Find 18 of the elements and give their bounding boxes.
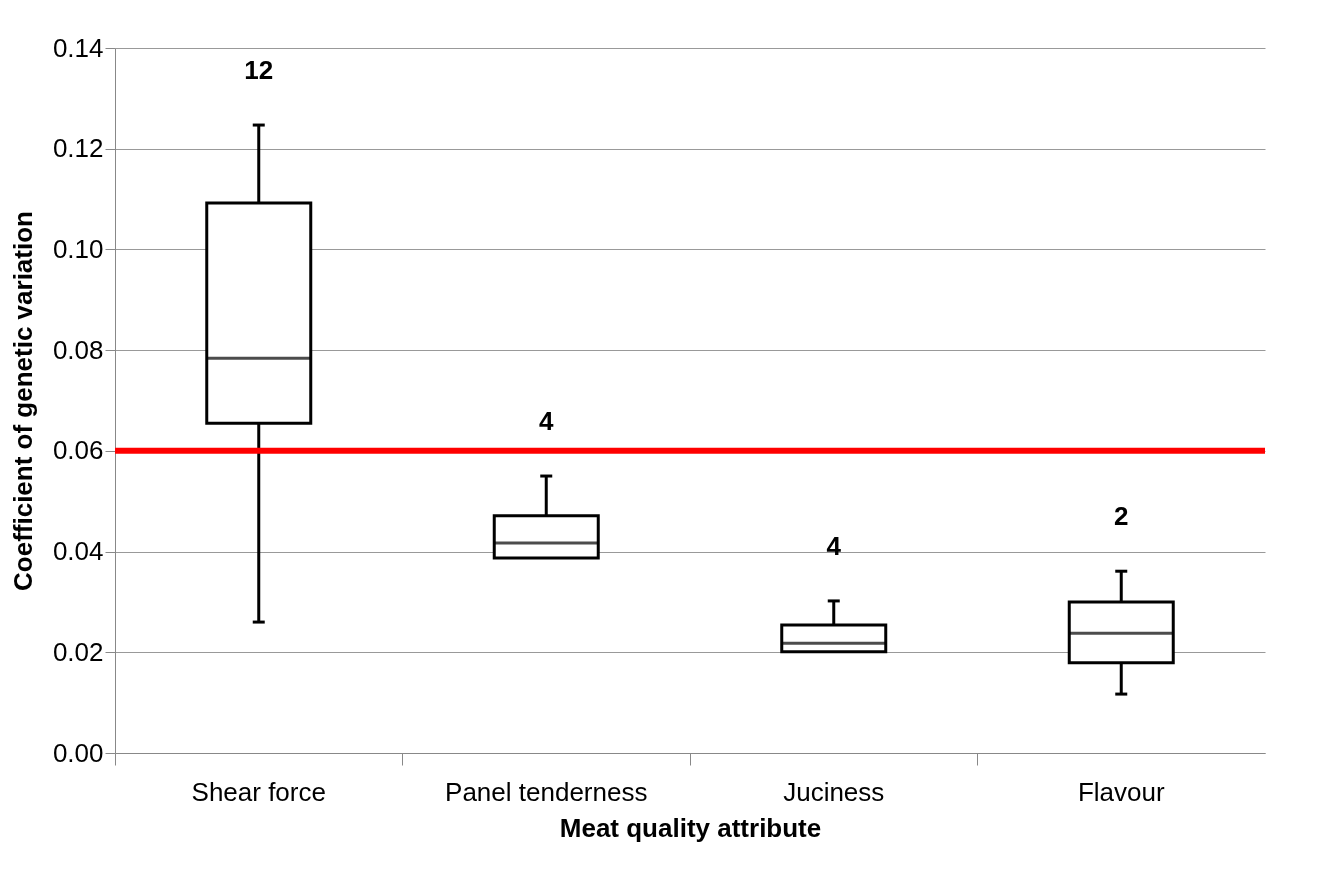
annotation: 12 [244,55,274,86]
annotation: 4 [539,406,555,437]
y-tick-label: 0.06 [52,435,104,466]
x-tick-label: Panel tenderness [445,776,648,807]
annotation: 4 [826,530,842,561]
y-tick-label: 0.00 [52,737,104,768]
x-axis-title: Meat quality attribute [559,812,822,843]
y-tick-label: 0.12 [52,133,104,164]
y-tick-label: 0.14 [52,32,104,63]
x-tick-label: Juciness [783,776,885,807]
y-tick-label: 0.02 [52,636,104,667]
y-tick-label: 0.10 [52,233,104,264]
y-tick-label: 0.04 [52,536,104,567]
y-axis-title: Coefficient of genetic variation [7,211,38,591]
y-tick-label: 0.08 [52,334,104,365]
annotation: 2 [1114,501,1129,532]
x-tick-label: Shear force [191,776,326,807]
x-tick-label: Flavour [1077,776,1165,807]
